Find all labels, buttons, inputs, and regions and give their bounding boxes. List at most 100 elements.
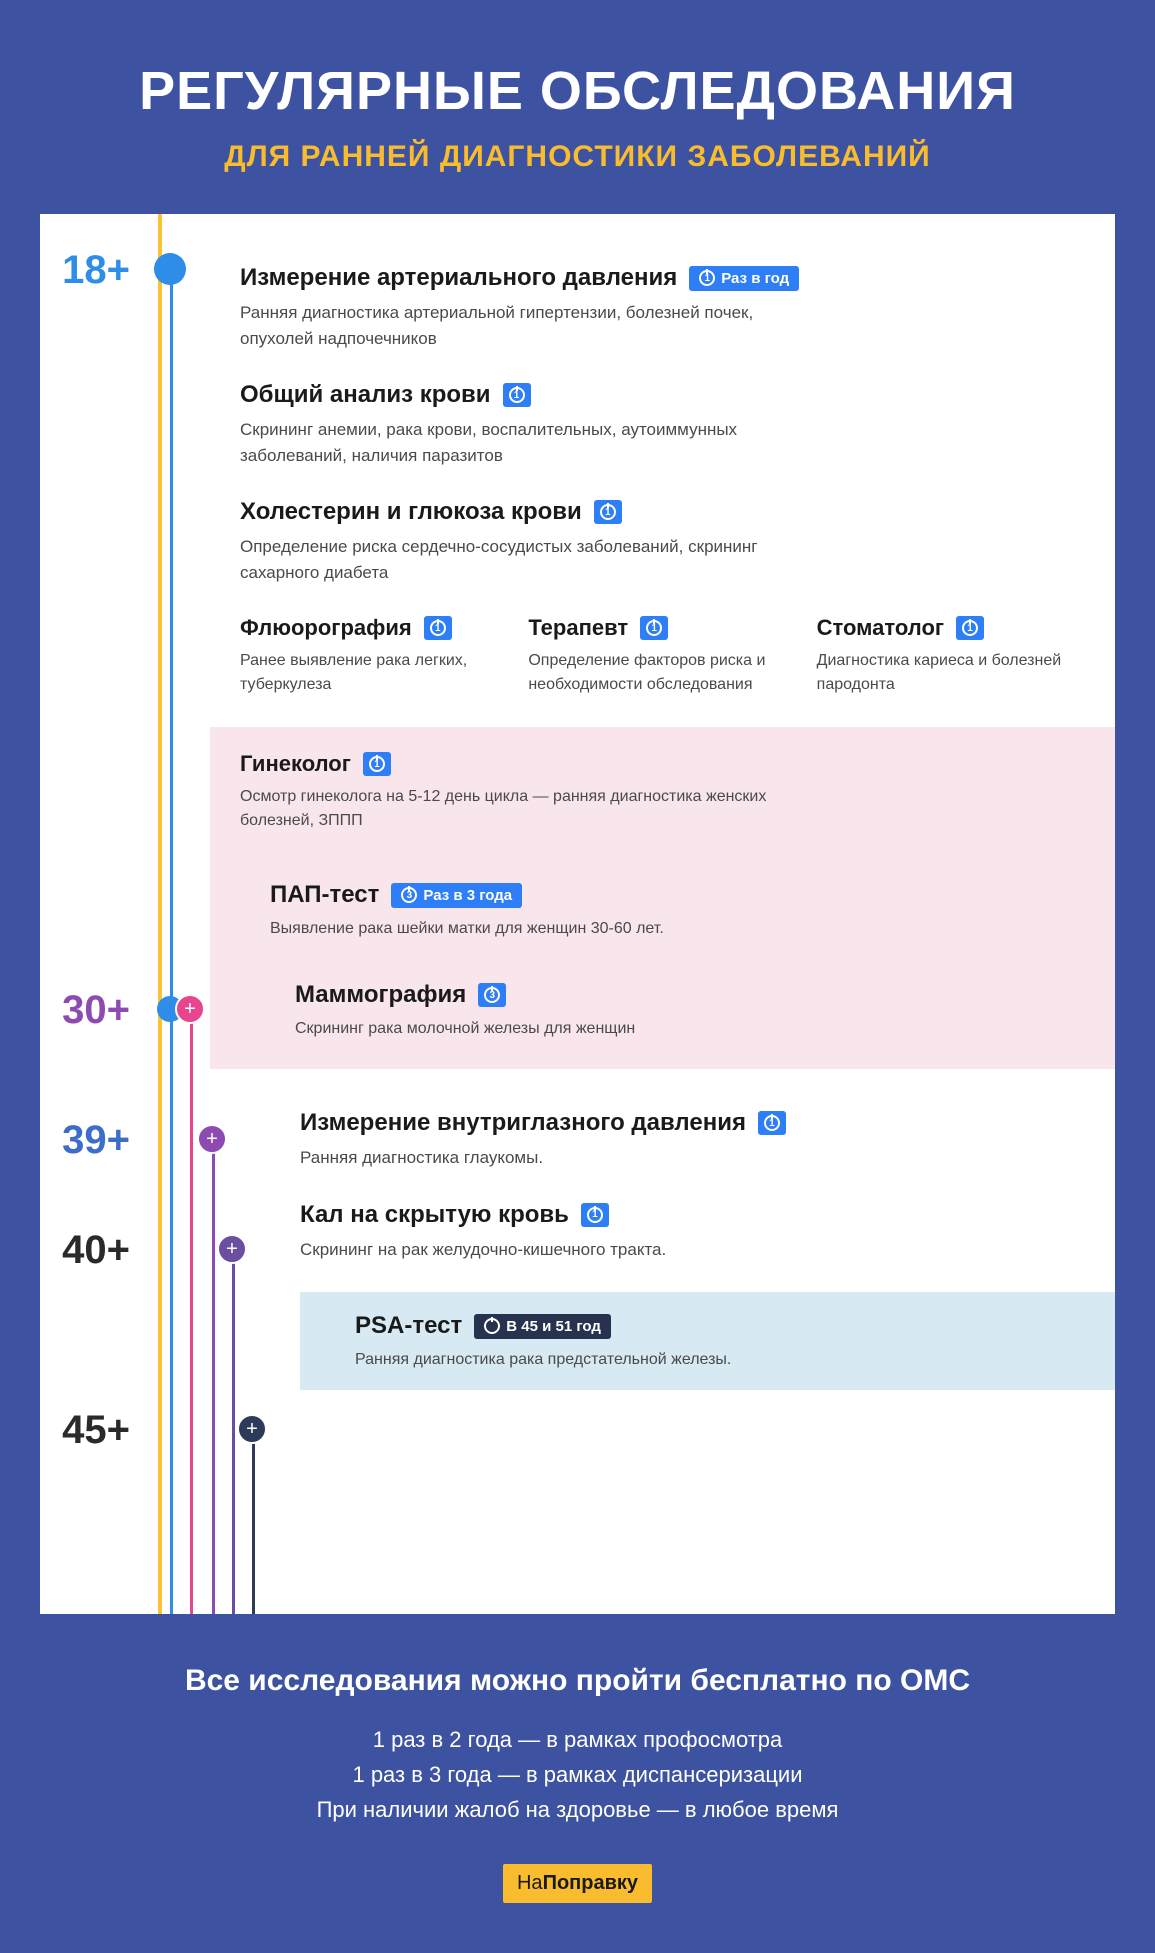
item-header: Измерение внутриглазного давления 1 — [300, 1109, 1075, 1137]
item-stool: Кал на скрытую кровь 1 Скрининг на рак ж… — [300, 1201, 1075, 1263]
age-40: 40+ — [40, 1228, 130, 1273]
item-fluoro: Флюорография 1 Ранее выявление рака легк… — [240, 615, 498, 697]
frequency-icon: 1 — [369, 756, 385, 772]
item-therapist: Терапевт 1 Определение факторов риска и … — [528, 615, 786, 697]
frequency-icon: 3 — [401, 887, 417, 903]
brand-logo: НаПоправку — [503, 1864, 652, 1903]
item-title: ПАП-тест — [270, 881, 379, 909]
item-header: Измерение артериального давления 1 Раз в… — [240, 264, 1075, 292]
item-header: Терапевт 1 — [528, 615, 786, 641]
item-desc: Скрининг рака молочной железы для женщин — [295, 1017, 855, 1041]
row-3col: Флюорография 1 Ранее выявление рака легк… — [240, 615, 1075, 727]
item-chol: Холестерин и глюкоза крови 1 Определение… — [240, 498, 1075, 585]
frequency-badge: 3 — [478, 983, 506, 1007]
dot-18 — [154, 253, 186, 285]
logo-bold: Поправку — [543, 1872, 638, 1894]
footer-title: Все исследования можно пройти бесплатно … — [80, 1664, 1075, 1698]
item-desc: Определение факторов риска и необходимос… — [528, 649, 786, 697]
footer: Все исследования можно пройти бесплатно … — [0, 1614, 1155, 1953]
line-dark — [252, 1429, 255, 1614]
frequency-badge: 1 — [363, 752, 391, 776]
dot-30-plus: + — [175, 994, 205, 1024]
item-title: Общий анализ крови — [240, 381, 491, 409]
item-desc: Ранее выявление рака легких, туберкулеза — [240, 649, 498, 697]
item-dentist: Стоматолог 1 Диагностика кариеса и болез… — [817, 615, 1075, 697]
item-header: Холестерин и глюкоза крови 1 — [240, 498, 1075, 526]
frequency-badge: 1 — [581, 1203, 609, 1227]
frequency-badge: 1 Раз в год — [689, 266, 799, 291]
header: РЕГУЛЯРНЫЕ ОБСЛЕДОВАНИЯ ДЛЯ РАННЕЙ ДИАГН… — [0, 0, 1155, 214]
frequency-icon: 3 — [484, 987, 500, 1003]
dot-30-blue — [157, 996, 183, 1022]
item-title: Флюорография — [240, 615, 412, 641]
dot-39-plus: + — [197, 1124, 227, 1154]
frequency-icon: 1 — [600, 504, 616, 520]
frequency-icon: 1 — [764, 1115, 780, 1131]
frequency-icon — [484, 1318, 500, 1334]
item-header: Гинеколог 1 — [240, 751, 1085, 777]
item-title: Маммография — [295, 981, 466, 1009]
item-desc: Скрининг анемии, рака крови, воспалитель… — [240, 417, 800, 468]
item-title: Терапевт — [528, 615, 628, 641]
item-header: ПАП-тест 3 Раз в 3 года — [270, 881, 1085, 909]
item-desc: Ранняя диагностика артериальной гипертен… — [240, 300, 800, 351]
frequency-badge: 1 — [956, 616, 984, 640]
item-blood: Общий анализ крови 1 Скрининг анемии, ра… — [240, 381, 1075, 468]
frequency-icon: 1 — [509, 387, 525, 403]
item-header: Кал на скрытую кровь 1 — [300, 1201, 1075, 1229]
item-header: Общий анализ крови 1 — [240, 381, 1075, 409]
item-desc: Ранняя диагностика рака предстательной ж… — [355, 1348, 915, 1372]
item-psa: PSA-тест В 45 и 51 год Ранняя диагностик… — [355, 1312, 1085, 1372]
item-title: Измерение артериального давления — [240, 264, 677, 292]
pink-block: Гинеколог 1 Осмотр гинеколога на 5-12 де… — [210, 727, 1115, 1069]
age-18: 18+ — [40, 248, 130, 293]
item-title: Измерение внутриглазного давления — [300, 1109, 746, 1137]
item-gyn: Гинеколог 1 Осмотр гинеколога на 5-12 де… — [240, 751, 1085, 833]
frequency-badge: 3 Раз в 3 года — [391, 883, 522, 908]
item-bp: Измерение артериального давления 1 Раз в… — [240, 264, 1075, 351]
frequency-badge: В 45 и 51 год — [474, 1314, 611, 1339]
frequency-icon: 1 — [646, 620, 662, 636]
item-header: Флюорография 1 — [240, 615, 498, 641]
age-45: 45+ — [40, 1408, 130, 1453]
item-desc: Ранняя диагностика глаукомы. — [300, 1145, 860, 1171]
line-pink — [190, 1009, 193, 1614]
badge-text: Раз в год — [721, 270, 789, 287]
section-18: Измерение артериального давления 1 Раз в… — [240, 264, 1075, 1390]
item-desc: Скрининг на рак желудочно-кишечного трак… — [300, 1237, 860, 1263]
item-eye: Измерение внутриглазного давления 1 Ранн… — [300, 1109, 1075, 1171]
subtitle: ДЛЯ РАННЕЙ ДИАГНОСТИКИ ЗАБОЛЕВАНИЙ — [40, 140, 1115, 174]
frequency-badge: 1 — [424, 616, 452, 640]
frequency-badge: 1 — [640, 616, 668, 640]
frequency-icon: 1 — [962, 620, 978, 636]
line-blue — [170, 269, 173, 1614]
badge-text: В 45 и 51 год — [506, 1318, 601, 1335]
age-30: 30+ — [40, 988, 130, 1033]
frequency-icon: 1 — [699, 270, 715, 286]
dot-45-plus: + — [237, 1414, 267, 1444]
logo-prefix: На — [517, 1872, 543, 1894]
line-purple2 — [232, 1249, 235, 1614]
item-title: PSA-тест — [355, 1312, 462, 1340]
item-title: Кал на скрытую кровь — [300, 1201, 569, 1229]
frequency-badge: 1 — [594, 500, 622, 524]
item-header: Маммография 3 — [295, 981, 1085, 1009]
main-title: РЕГУЛЯРНЫЕ ОБСЛЕДОВАНИЯ — [40, 60, 1115, 122]
item-mammo: Маммография 3 Скрининг рака молочной жел… — [295, 981, 1085, 1041]
content-panel: + + + + 18+ 30+ 39+ 40+ 45+ Измерение ар… — [40, 214, 1115, 1614]
item-desc: Определение риска сердечно-сосудистых за… — [240, 534, 800, 585]
item-title: Холестерин и глюкоза крови — [240, 498, 582, 526]
age-39: 39+ — [40, 1118, 130, 1163]
frequency-icon: 1 — [587, 1207, 603, 1223]
item-header: Стоматолог 1 — [817, 615, 1075, 641]
line-yellow — [158, 214, 162, 1614]
item-header: PSA-тест В 45 и 51 год — [355, 1312, 1085, 1340]
footer-line-2: 1 раз в 3 года — в рамках диспансеризаци… — [80, 1757, 1075, 1792]
blue-block: PSA-тест В 45 и 51 год Ранняя диагностик… — [300, 1292, 1115, 1390]
item-desc: Осмотр гинеколога на 5-12 день цикла — р… — [240, 785, 800, 833]
infographic-page: РЕГУЛЯРНЫЕ ОБСЛЕДОВАНИЯ ДЛЯ РАННЕЙ ДИАГН… — [0, 0, 1155, 1953]
frequency-icon: 1 — [430, 620, 446, 636]
frequency-badge: 1 — [758, 1111, 786, 1135]
line-purple — [212, 1139, 215, 1614]
frequency-badge: 1 — [503, 383, 531, 407]
